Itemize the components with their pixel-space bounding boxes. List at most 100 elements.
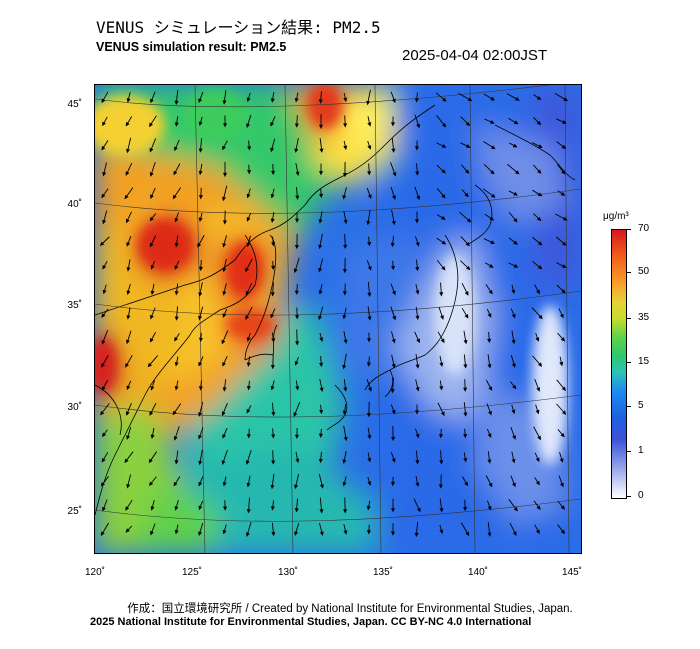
wind-arrow-head — [563, 97, 568, 102]
wind-arrow-head — [343, 436, 348, 442]
wind-arrow-head — [464, 291, 469, 296]
wind-arrow-head — [126, 385, 131, 391]
wind-arrow-head — [488, 410, 492, 416]
wind-arrow-head — [391, 148, 396, 153]
wind-arrow-head — [439, 460, 444, 465]
wind-arrow-head — [414, 146, 419, 151]
wind-arrow-head — [491, 193, 496, 198]
wind-arrow-head — [342, 481, 347, 487]
wind-arrow-head — [466, 265, 471, 271]
wind-arrow-head — [536, 505, 541, 511]
wind-arrow-head — [441, 215, 446, 220]
wind-arrow-head — [464, 192, 469, 198]
wind-arrow-head — [149, 337, 154, 343]
wind-arrow-head — [342, 291, 347, 296]
wind-arrow-head — [270, 193, 275, 199]
credit-line: 作成：国立環境研究所 / Created by National Institu… — [127, 603, 573, 615]
wind-arrow-head — [270, 385, 275, 391]
wind-arrow-head — [245, 291, 250, 296]
wind-arrow-head — [102, 265, 107, 270]
wind-arrow-head — [293, 412, 298, 417]
wind-arrow-head — [535, 337, 540, 342]
wind-arrow-head — [441, 193, 446, 199]
wind-arrow-head — [487, 505, 492, 511]
wind-arrow-head — [559, 313, 564, 319]
wind-arrow-head — [442, 97, 447, 102]
wind-arrow-head — [318, 433, 323, 439]
wind-arrow-head — [270, 313, 275, 319]
wind-arrow-head — [198, 531, 203, 537]
wind-arrow-head — [270, 218, 275, 223]
wind-arrow-head — [125, 506, 130, 511]
wind-arrow-head — [367, 145, 372, 150]
wind-arrow-head — [536, 289, 540, 295]
wind-arrow-head — [295, 171, 300, 177]
wind-arrow-head — [222, 291, 227, 296]
wind-arrow-head — [561, 386, 566, 392]
wind-arrow-head — [463, 364, 468, 369]
wind-arrow-head — [391, 458, 396, 463]
wind-arrow-head — [245, 460, 250, 465]
wind-arrow-head — [318, 244, 323, 250]
wind-arrow-head — [100, 410, 105, 416]
wind-arrow-head — [148, 458, 153, 464]
wind-arrow-head — [513, 191, 519, 196]
wind-vectors — [99, 89, 568, 538]
wind-arrow-head — [512, 384, 517, 390]
copyright-line: 2025 National Institute for Environmenta… — [90, 616, 532, 628]
wind-arrow-head — [124, 458, 129, 464]
wind-arrow-head — [221, 460, 226, 465]
wind-arrow-head — [536, 387, 541, 392]
wind-arrow-head — [125, 411, 130, 416]
wind-arrow-head — [125, 528, 130, 533]
wind-arrow-head — [487, 364, 492, 369]
wind-arrow-head — [562, 120, 567, 124]
wind-arrow-head — [415, 364, 420, 369]
wind-arrow-head — [515, 170, 520, 175]
wind-arrow-head — [441, 143, 447, 148]
wind-arrow-head — [559, 361, 564, 367]
wind-arrow-head — [150, 434, 155, 440]
wind-arrow-head — [441, 169, 446, 174]
wind-arrow-head — [246, 482, 251, 488]
wind-arrow-head — [222, 243, 227, 248]
wind-arrow-head — [390, 508, 396, 513]
wind-arrow-head — [367, 481, 372, 486]
wind-arrow-head — [319, 484, 324, 489]
wind-arrow-head — [561, 410, 567, 415]
wind-arrow-head — [174, 217, 179, 223]
wind-arrow-head — [318, 290, 323, 295]
wind-arrow-head — [487, 313, 492, 318]
wind-arrow-head — [270, 484, 275, 490]
wind-arrow-head — [174, 362, 179, 367]
wind-arrow-head — [174, 122, 179, 127]
wind-arrow-head — [343, 145, 348, 151]
wind-arrow-head — [318, 124, 324, 129]
wind-arrow-head — [295, 341, 300, 346]
wind-arrow-head — [416, 338, 420, 344]
wind-arrow-head — [222, 267, 227, 273]
wind-arrow-head — [535, 457, 540, 463]
wind-arrow-head — [222, 529, 227, 535]
wind-arrow-head — [463, 506, 468, 512]
wind-arrow-head — [366, 220, 371, 226]
wind-arrow-head — [438, 484, 443, 489]
wind-arrow-head — [172, 410, 177, 416]
wind-arrow-head — [101, 98, 106, 104]
colorbar-tick-50: 50 — [638, 266, 650, 277]
wind-arrow-head — [270, 121, 275, 127]
colorbar-tick-1: 1 — [638, 445, 644, 456]
wind-arrow-head — [318, 219, 323, 224]
wind-arrow-head — [367, 292, 372, 298]
wind-arrow-head — [100, 531, 105, 537]
wind-arrow-head — [294, 361, 299, 366]
wind-arrow-head — [222, 100, 227, 105]
wind-arrow-head — [414, 98, 419, 103]
wind-arrow-head — [318, 458, 323, 464]
wind-arrow-head — [390, 481, 395, 487]
wind-arrow-head — [511, 458, 516, 464]
wind-arrow-head — [391, 98, 396, 104]
wind-arrow-head — [318, 315, 323, 321]
wind-arrow-head — [174, 146, 178, 152]
wind-arrow-head — [489, 119, 495, 124]
